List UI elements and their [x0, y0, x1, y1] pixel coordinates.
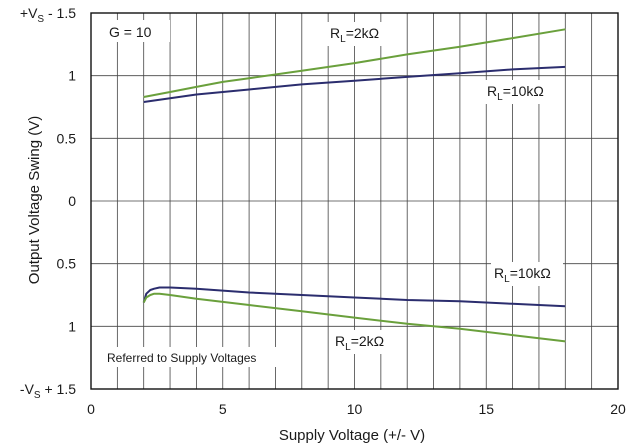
- rl2k-bot-label: RL=2kΩ: [335, 333, 384, 353]
- grid: [91, 13, 618, 389]
- series-line-rl10k-top: [143, 65, 566, 103]
- x-tick-label: 10: [347, 401, 363, 417]
- y-tick-label: 0.5: [57, 256, 77, 272]
- series-lines: [142, 28, 566, 343]
- x-axis-label: Supply Voltage (+/- V): [279, 427, 425, 444]
- rl2k-bot-label-bg: [331, 330, 393, 354]
- series-line-rl2k-bot: [142, 292, 566, 343]
- rl10k-top-label-bg: [484, 80, 556, 104]
- series-line-rl10k-bot: [142, 286, 566, 308]
- rl2k-top-label: RL=2kΩ: [330, 25, 379, 45]
- rl10k-bot-label: RL=10kΩ: [494, 265, 551, 285]
- rl10k-bot-label-bg: [491, 262, 563, 286]
- x-tick-label: 0: [87, 401, 95, 417]
- y-tick-labels: +VS - 1.5 1 0.5 0 0.5 1 -VS + 1.5: [20, 5, 76, 401]
- y-tick-label: +VS - 1.5: [20, 5, 76, 25]
- rl2k-top-label-bg: [326, 22, 388, 46]
- x-tick-label: 20: [610, 401, 626, 417]
- reference-note: Referred to Supply Voltages: [107, 351, 256, 365]
- note-bg: [103, 347, 295, 367]
- y-tick-label: 0: [68, 193, 76, 209]
- gain-label-bg: [104, 20, 170, 42]
- gain-label: G = 10: [109, 24, 152, 40]
- series-line-rl2k-top: [143, 28, 566, 98]
- x-tick-labels: 0 5 10 15 20: [87, 401, 626, 417]
- y-tick-label: -VS + 1.5: [20, 381, 76, 401]
- plot-frame: [90, 12, 619, 390]
- x-tick-label: 5: [219, 401, 227, 417]
- rl10k-top-label: RL=10kΩ: [487, 83, 544, 103]
- y-axis-label: Output Voltage Swing (V): [26, 116, 43, 284]
- x-tick-label: 15: [478, 401, 494, 417]
- y-tick-label: 1: [68, 68, 76, 84]
- y-tick-label: 0.5: [57, 130, 77, 146]
- annotations: G = 10 RL=2kΩ RL=10kΩ RL=10kΩ RL=2kΩ Ref…: [103, 20, 563, 367]
- y-tick-label: 1: [68, 318, 76, 334]
